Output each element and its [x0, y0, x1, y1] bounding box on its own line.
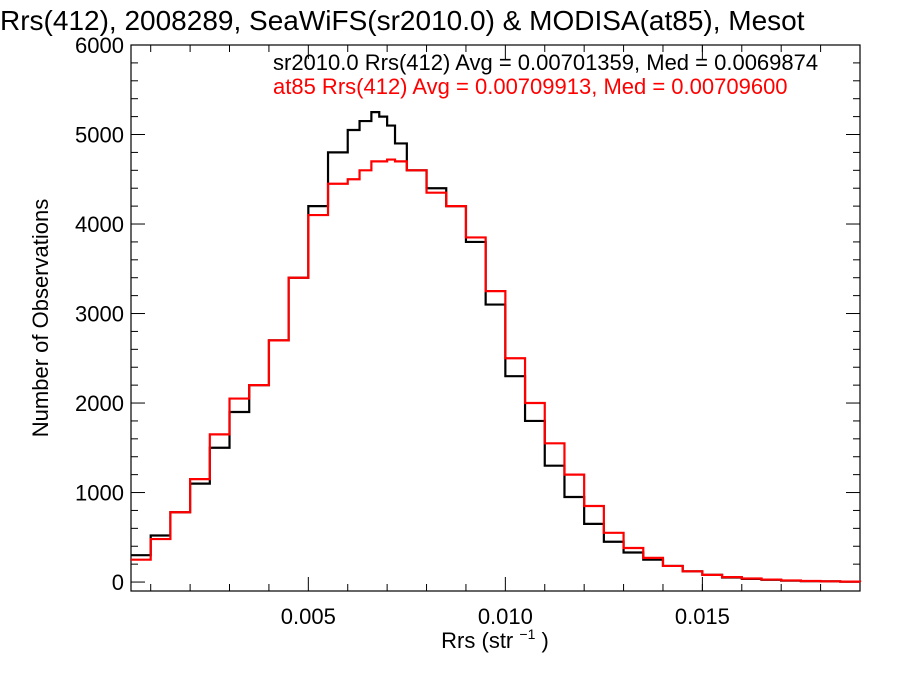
- y-tick-label: 0: [112, 570, 124, 595]
- y-tick-label: 3000: [75, 302, 124, 327]
- legend-entry-0: sr2010.0 Rrs(412) Avg = 0.00701359, Med …: [273, 50, 818, 75]
- y-tick-label: 4000: [75, 212, 124, 237]
- series-group: [131, 111, 862, 583]
- x-axis-label-suffix: ): [541, 628, 548, 653]
- y-tick-label: 2000: [75, 391, 124, 416]
- x-tick-label: 0.015: [675, 604, 730, 629]
- y-axis-label: Number of Observations: [28, 199, 53, 437]
- x-axis-label-main: Rrs (str: [441, 628, 513, 653]
- x-tick-label: 0.005: [281, 604, 336, 629]
- x-tick-label: 0.010: [478, 604, 533, 629]
- legend-entry-1: at85 Rrs(412) Avg = 0.00709913, Med = 0.…: [273, 74, 788, 99]
- y-tick-label: 1000: [75, 481, 124, 506]
- series-line-0: [131, 111, 862, 583]
- axis-ticks: 0 1000 2000 3000 4000 5000 6000 0.005 0.010 0.015: [75, 33, 860, 629]
- y-tick-label: 5000: [75, 123, 124, 148]
- legend: sr2010.0 Rrs(412) Avg = 0.00701359, Med …: [273, 50, 818, 99]
- series-line-1: [131, 158, 862, 583]
- x-axis-label-exponent: −1: [519, 626, 535, 642]
- x-axis-label: Rrs (str −1 ): [441, 619, 549, 653]
- plot-frame: [130, 44, 861, 592]
- chart-title: Rrs(412), 2008289, SeaWiFS(sr2010.0) & M…: [0, 5, 805, 36]
- y-tick-label: 6000: [75, 33, 124, 58]
